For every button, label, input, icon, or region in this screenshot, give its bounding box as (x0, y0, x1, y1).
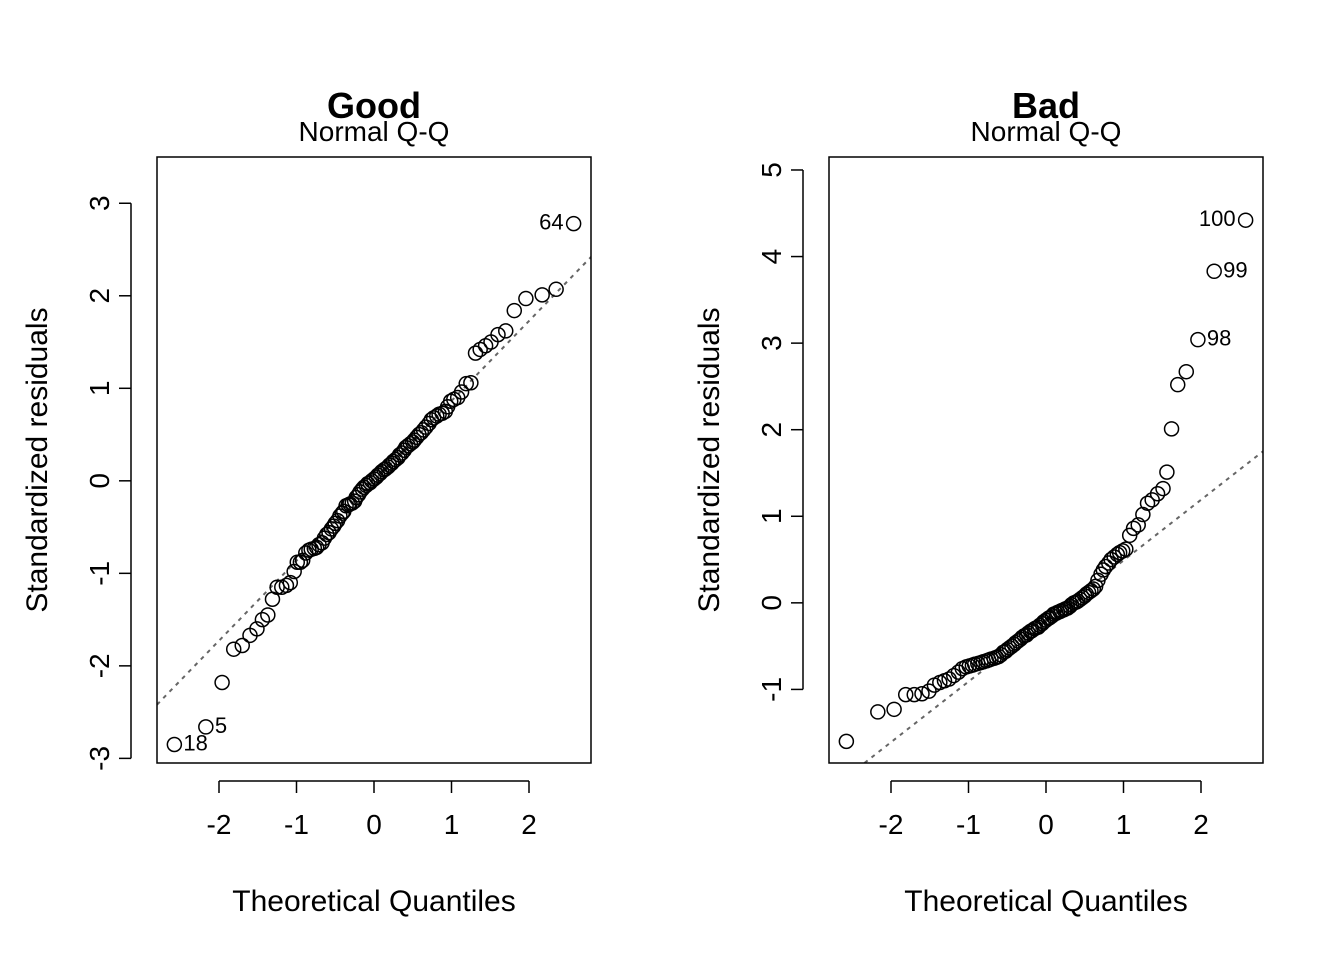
data-point (1237, 212, 1254, 228)
panel-subtitle: Normal Q-Q (971, 116, 1122, 147)
x-tick-label: 0 (366, 809, 382, 840)
data-point (463, 374, 479, 391)
x-tick-label: 1 (1116, 809, 1132, 840)
data-point (490, 326, 506, 343)
point-label: 5 (215, 713, 227, 738)
data-point (1125, 520, 1142, 537)
x-tick-label: 1 (444, 809, 460, 840)
data-point (1163, 421, 1180, 437)
data-point (897, 686, 914, 703)
panel-good: Good Normal Q-Q Theoretical Quantiles St… (21, 85, 592, 918)
plot-frame (828, 156, 1264, 764)
data-point (278, 577, 295, 594)
data-point (886, 701, 902, 718)
point-label: 64 (539, 210, 563, 235)
x-tick-label: -2 (879, 809, 904, 840)
x-tick-label: 2 (521, 809, 537, 840)
data-point (1178, 363, 1195, 380)
data-point (534, 287, 550, 303)
plot-area: 100 99 98 -2 -1 0 1 2 -1 0 1 2 3 4 5 (756, 156, 1264, 840)
data-point (1144, 492, 1160, 508)
data-point (1118, 541, 1134, 557)
point-label: 18 (183, 730, 207, 755)
x-axis-label: Theoretical Quantiles (232, 885, 515, 918)
panel-bad: Bad Normal Q-Q Theoretical Quantiles Sta… (693, 85, 1264, 918)
data-point (1114, 543, 1131, 559)
x-tick-label: -1 (284, 809, 309, 840)
data-point (292, 554, 309, 570)
data-point (506, 302, 523, 319)
y-axis-label: Standardized residuals (21, 307, 54, 612)
panel-subtitle: Normal Q-Q (299, 116, 450, 147)
data-point (198, 719, 214, 735)
y-tick-label: 1 (84, 381, 115, 397)
y-tick-label: 0 (84, 473, 115, 489)
y-tick-label: 3 (84, 195, 115, 211)
data-point (1106, 549, 1122, 565)
y-tick-label: -2 (84, 653, 115, 678)
data-point (941, 671, 957, 687)
data-point (1130, 517, 1146, 533)
y-axis-label: Standardized residuals (693, 307, 726, 612)
x-tick-label: -2 (207, 809, 232, 840)
data-point (565, 215, 582, 232)
data-point (914, 685, 930, 702)
point-label: 100 (1199, 206, 1236, 231)
data-point (1085, 581, 1102, 597)
data-point (1170, 376, 1186, 393)
data-point (282, 574, 299, 591)
point-label: 99 (1223, 257, 1247, 282)
data-point (870, 704, 886, 720)
y-tick-label: 1 (756, 508, 787, 524)
data-point (498, 323, 514, 339)
point-label: 98 (1207, 326, 1231, 351)
data-point (453, 384, 470, 400)
y-tick-label: -1 (756, 677, 787, 702)
plot-area: 64 5 18 -2 -1 0 1 2 -3 -2 -1 0 1 2 3 (84, 156, 592, 840)
data-point (1083, 582, 1099, 599)
y-tick-label: -3 (84, 746, 115, 771)
reference-line (862, 450, 1263, 763)
data-point (1190, 331, 1206, 348)
data-point (1155, 480, 1171, 497)
data-point (1139, 495, 1156, 512)
data-point (1206, 263, 1222, 280)
data-point (1159, 464, 1175, 480)
data-point (166, 736, 183, 753)
plot-frame (156, 156, 592, 764)
data-point (921, 683, 937, 699)
data-point (950, 664, 967, 680)
x-tick-label: 2 (1193, 809, 1209, 840)
data-point (249, 621, 265, 637)
y-tick-label: 3 (756, 335, 787, 351)
x-axis-label: Theoretical Quantiles (904, 885, 1187, 918)
data-point (467, 345, 484, 361)
y-tick-label: -1 (84, 561, 115, 586)
data-point (260, 607, 276, 623)
y-tick-label: 0 (756, 595, 787, 611)
y-tick-label: 2 (756, 422, 787, 438)
y-tick-label: 2 (84, 288, 115, 304)
panel-title: Good (327, 85, 421, 126)
x-tick-label: -1 (956, 809, 981, 840)
data-point (548, 281, 564, 298)
panel-title: Bad (1012, 85, 1080, 126)
y-tick-label: 5 (756, 162, 787, 178)
data-point (1149, 486, 1166, 502)
data-point (234, 637, 250, 654)
data-point (413, 424, 430, 441)
data-point (906, 686, 922, 703)
data-point (308, 539, 325, 556)
data-point (518, 290, 534, 307)
data-point (1101, 555, 1117, 571)
y-tick-label: 4 (756, 249, 787, 265)
data-point (214, 674, 230, 691)
data-point (254, 611, 271, 628)
data-point (225, 641, 242, 657)
x-tick-label: 0 (1038, 809, 1054, 840)
data-point (838, 733, 855, 750)
